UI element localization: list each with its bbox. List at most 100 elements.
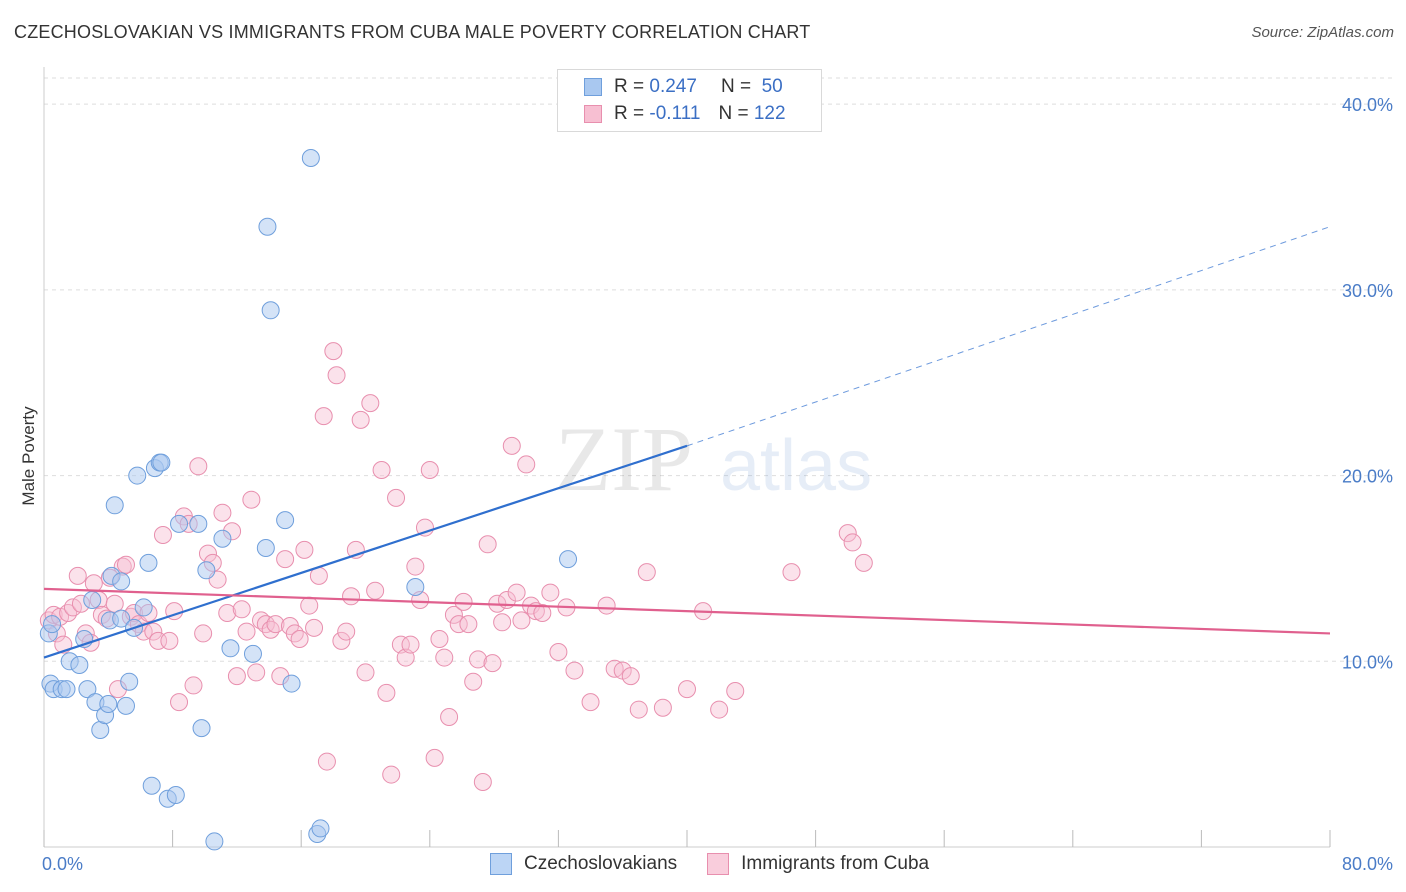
r-value: -0.111 [649, 103, 701, 124]
data-point-czechoslovakian [282, 674, 301, 693]
data-point-czechoslovakian [205, 832, 224, 851]
data-point-czechoslovakian [83, 591, 102, 609]
axes [43, 67, 1331, 848]
n-value: 122 [753, 103, 786, 124]
source-label: Source: ZipAtlas.com [1251, 24, 1394, 41]
data-point-czechoslovakian [189, 514, 208, 533]
data-point-czechoslovakian [243, 644, 262, 663]
data-point-cuba [227, 667, 246, 686]
y-tick-label: 40.0% [1342, 95, 1393, 115]
n-value: 50 [761, 76, 783, 97]
data-point-cuba [726, 682, 745, 700]
data-point-cuba [843, 533, 862, 552]
trend-line-cuba [43, 587, 1331, 635]
stats-row-czechoslovakians: R = 0.247 N = 50 [584, 75, 783, 99]
data-point-cuba [565, 661, 584, 680]
data-point-cuba [68, 566, 87, 585]
legend-swatch-pink [707, 853, 730, 875]
grid-lines [44, 77, 1395, 662]
r-value: 0.247 [649, 76, 697, 97]
data-point-czechoslovakian [166, 786, 185, 804]
watermark-atlas: atlas [720, 426, 872, 506]
data-point-czechoslovakian [134, 598, 153, 617]
data-point-cuba [425, 748, 444, 767]
data-point-cuba [105, 594, 124, 613]
data-point-cuba [454, 592, 473, 611]
stats-row-cuba: R = -0.111 N = 122 [584, 102, 786, 126]
data-point-czechoslovakian [197, 561, 216, 580]
data-point-cuba [153, 526, 172, 544]
data-point-cuba [597, 596, 616, 615]
trend-lines [43, 226, 1331, 659]
data-point-czechoslovakian [43, 615, 62, 634]
data-point-czechoslovakian [221, 639, 240, 658]
stats-legend: R = 0.247 N = 50 R = -0.111 N = 122 [557, 69, 822, 132]
data-point-cuba [382, 765, 401, 784]
data-point-cuba [218, 604, 237, 622]
data-point-cuba [361, 394, 380, 413]
data-point-czechoslovakian [276, 511, 295, 530]
data-point-cuba [464, 672, 483, 691]
data-point-cuba [420, 461, 439, 479]
legend-label: Immigrants from Cuba [741, 853, 930, 874]
data-point-cuba [170, 693, 189, 712]
series-immigrants-from-cuba [39, 342, 873, 791]
data-point-cuba [637, 563, 656, 582]
data-point-cuba [430, 630, 449, 648]
data-point-cuba [342, 587, 361, 606]
data-point-cuba [266, 615, 285, 634]
data-point-cuba [252, 611, 271, 630]
n-label: N = [718, 103, 749, 124]
data-point-cuba [387, 488, 406, 507]
data-point-czechoslovakian [112, 609, 131, 628]
data-point-cuba [356, 663, 375, 682]
data-point-cuba [261, 620, 280, 639]
data-point-cuba [440, 708, 459, 726]
data-point-cuba [541, 583, 560, 602]
data-point-cuba [84, 574, 103, 593]
data-point-cuba [295, 540, 314, 559]
data-point-cuba [232, 600, 251, 619]
trend-line-extension [686, 226, 1331, 447]
data-point-cuba [213, 503, 232, 522]
data-point-cuba [317, 752, 336, 771]
data-point-cuba [483, 654, 502, 673]
data-point-czechoslovakian [406, 578, 425, 596]
data-point-czechoslovakian [105, 496, 124, 515]
data-point-cuba [337, 622, 356, 641]
data-point-cuba [533, 604, 552, 622]
data-point-cuba [507, 583, 526, 602]
data-point-cuba [372, 461, 391, 479]
data-point-cuba [469, 650, 488, 669]
y-tick-label: 10.0% [1342, 652, 1393, 672]
legend-item-cuba: Immigrants from Cuba [707, 853, 929, 875]
series-legend: Czechoslovakians Immigrants from Cuba [490, 853, 959, 875]
data-point-cuba [854, 553, 873, 572]
data-point-cuba [305, 618, 324, 637]
data-point-cuba [290, 630, 309, 648]
data-point-cuba [493, 613, 512, 632]
data-point-cuba [502, 436, 521, 455]
series-czechoslovakians [39, 149, 578, 851]
chart-title: CZECHOSLOVAKIAN VS IMMIGRANTS FROM CUBA … [14, 22, 811, 42]
data-point-czechoslovakian [78, 680, 97, 699]
data-point-cuba [435, 648, 454, 667]
legend-item-czechoslovakians: Czechoslovakians [490, 853, 677, 875]
x-tick-label: 80.0% [1342, 854, 1393, 874]
r-label: R = [614, 103, 645, 124]
data-point-cuba [581, 693, 600, 712]
data-point-cuba [377, 683, 396, 702]
data-point-cuba [327, 366, 346, 385]
watermark: ZIP atlas [555, 408, 872, 510]
data-point-cuba [629, 700, 648, 719]
data-point-cuba [189, 457, 208, 476]
data-point-cuba [459, 615, 478, 634]
data-point-cuba [300, 596, 319, 615]
data-point-czechoslovakian [70, 656, 89, 674]
data-point-czechoslovakian [192, 719, 211, 738]
data-point-cuba [478, 535, 497, 554]
data-point-czechoslovakian [256, 539, 275, 557]
data-point-czechoslovakian [559, 550, 578, 569]
data-point-cuba [314, 407, 333, 426]
data-point-cuba [242, 490, 261, 509]
